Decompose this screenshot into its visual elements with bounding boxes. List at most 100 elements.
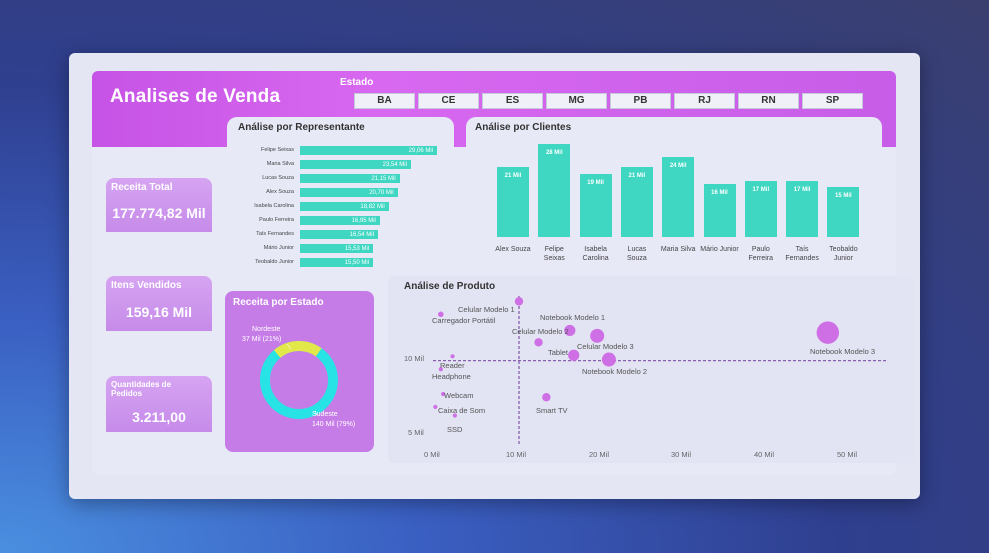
x-tick-label: 20 Mil	[589, 450, 610, 459]
scatter-point[interactable]	[450, 354, 455, 359]
point-label: SSD	[447, 425, 463, 434]
x-tick-label: 10 Mil	[506, 450, 527, 459]
bar-label: Lucas Souza	[262, 175, 294, 181]
kpi-value: 177.774,82 Mil	[112, 205, 206, 221]
data-label: 29,06 Mil	[408, 147, 433, 154]
sudeste-label: Sudeste	[312, 411, 338, 418]
x-tick-label: 40 Mil	[754, 450, 775, 459]
bar[interactable]	[300, 174, 400, 183]
estado-button-rn[interactable]: RN	[738, 93, 799, 109]
kpi-value: 3.211,00	[132, 409, 186, 425]
bar-label: Maria Silva	[266, 161, 294, 167]
scatter-point[interactable]	[514, 297, 524, 306]
scatter-point[interactable]	[590, 328, 605, 343]
point-label: Celular Modelo 3	[577, 342, 634, 351]
bar-label: Isabela Carolina	[254, 203, 294, 209]
estado-button-es[interactable]: ES	[482, 93, 543, 109]
bar-label: Mário Junior	[700, 246, 739, 253]
data-label: 15,53 Mil	[344, 245, 370, 252]
bar[interactable]: 21 Mil	[497, 167, 529, 237]
bar[interactable]: 17 Mil	[786, 180, 819, 237]
donut-slice-nordeste[interactable]	[251, 332, 347, 428]
estado-button-mg[interactable]: MG	[546, 93, 607, 109]
kpi-title: Itens Vendidos	[111, 280, 182, 291]
bar[interactable]	[300, 188, 398, 197]
scatter-point[interactable]	[568, 349, 580, 361]
data-label: 16 Mil	[711, 189, 728, 196]
donut-svg	[251, 332, 347, 428]
estado-button-pb[interactable]: PB	[610, 93, 671, 109]
kpi-quantidade-pedidos: Quantidades de Pedidos 3.211,00	[106, 376, 212, 432]
point-label: Celular Modelo 2	[512, 327, 569, 336]
scatter-point[interactable]	[542, 393, 551, 402]
point-label: Tablet	[548, 348, 569, 357]
data-label: 18,82 Mil	[360, 203, 385, 210]
estado-filter-label: Estado	[340, 77, 374, 88]
bar-label: Taís Fernandes	[785, 246, 819, 262]
data-label: 24 Mil	[669, 163, 687, 170]
bar-label: Teobaldo Junior	[255, 259, 294, 265]
bar[interactable]: 28 Mil	[538, 144, 571, 237]
produto-title: Análise de Produto	[404, 281, 496, 292]
bar[interactable]: 17 Mil	[744, 180, 777, 237]
bar-label: Teobaldo Junior	[829, 246, 858, 262]
sudeste-value: 140 Mil (79%)	[312, 421, 356, 428]
estado-button-ce[interactable]: CE	[418, 93, 479, 109]
point-label: Notebook Modelo 1	[540, 313, 606, 322]
bar[interactable]: 15 Mil	[827, 187, 860, 237]
bar-label: Paulo Ferreira	[748, 246, 774, 262]
estado-button-rj[interactable]: RJ	[674, 93, 735, 109]
data-label: 17 Mil	[752, 186, 770, 193]
representante-tab	[227, 117, 454, 149]
nordeste-value: 37 Mil (21%)	[242, 336, 282, 343]
x-tick-label: 30 Mil	[671, 450, 692, 459]
produto-panel	[388, 276, 915, 463]
receita-estado-card: Receita por Estado Nordeste 37 Mil (21%)…	[225, 291, 374, 452]
bar[interactable]: 21 Mil	[620, 167, 653, 237]
scatter-point[interactable]	[433, 404, 438, 410]
bar[interactable]	[300, 202, 389, 211]
scatter-point[interactable]	[438, 311, 444, 318]
bar-label: Alex Souza	[495, 246, 531, 253]
scatter-point[interactable]	[441, 391, 446, 397]
estado-button-sp[interactable]: SP	[802, 93, 863, 109]
scatter-point[interactable]	[564, 324, 576, 337]
bar[interactable]	[300, 258, 374, 267]
point-label: Headphone	[432, 372, 471, 381]
scatter-point[interactable]	[452, 413, 457, 418]
point-label: Notebook Modelo 2	[582, 367, 648, 376]
scatter-point[interactable]	[438, 367, 443, 372]
point-label: Reader	[440, 361, 465, 370]
kpi-title: Receita Total	[111, 182, 173, 193]
x-tick-label: 0 Mil	[424, 450, 440, 459]
bar-label: Felipe Seixas	[260, 147, 294, 153]
bar[interactable]: 16 Mil	[703, 183, 736, 237]
data-label: 15 Mil	[835, 193, 852, 200]
point-label: Celular Modelo 1	[458, 305, 515, 314]
bar[interactable]: 24 Mil	[662, 157, 695, 237]
bar-label: Paulo Ferreira	[259, 217, 294, 223]
kpi-itens-vendidos: Itens Vendidos 159,16 Mil	[106, 276, 212, 331]
bar-label: Mário Junior	[263, 245, 294, 251]
nordeste-leader	[286, 343, 292, 350]
bar[interactable]: 19 Mil	[579, 173, 612, 237]
nordeste-label: Nordeste	[252, 326, 281, 333]
bar[interactable]	[300, 216, 380, 225]
data-label: 16,54 Mil	[349, 231, 374, 238]
estado-button-ba[interactable]: BA	[354, 93, 415, 109]
bar[interactable]	[300, 160, 411, 169]
scatter-point[interactable]	[816, 321, 840, 344]
x-tick-label: 50 Mil	[837, 450, 858, 459]
clientes-title: Análise por Clientes	[475, 122, 572, 133]
bar-label: Alex Souza	[266, 189, 294, 195]
bar-label: Maria Silva	[660, 246, 696, 253]
page-title: Analises de Venda	[110, 86, 281, 107]
sudeste-leader	[314, 410, 318, 416]
scatter-point[interactable]	[534, 338, 543, 347]
data-label: 16,95 Mil	[351, 217, 376, 224]
bar[interactable]	[300, 146, 437, 155]
data-label: 28 Mil	[545, 150, 563, 156]
bar[interactable]	[300, 244, 374, 253]
bar[interactable]	[300, 230, 378, 239]
scatter-point[interactable]	[601, 352, 616, 367]
